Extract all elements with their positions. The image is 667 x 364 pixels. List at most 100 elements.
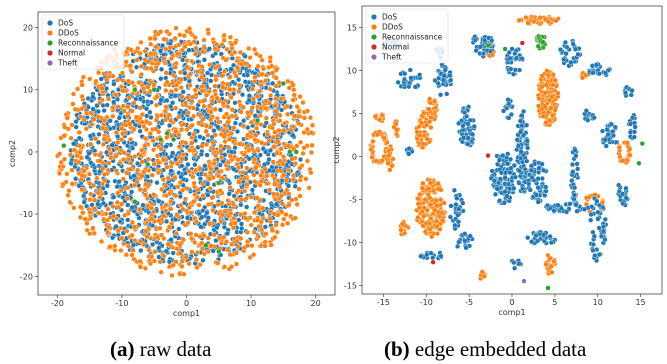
point-ddos [381,135,387,141]
point-ddos [227,252,233,258]
point-ddos [432,207,438,213]
point-ddos [125,113,131,119]
point-ddos [301,115,308,121]
point-ddos [86,171,93,177]
point-dos [290,132,296,139]
point-dos [408,75,414,81]
point-ddos [248,194,254,200]
point-dos [508,111,515,118]
point-dos [226,191,232,197]
point-ddos [142,265,149,271]
point-dos [438,92,444,98]
point-ddos [427,226,433,233]
point-ddos [308,130,314,136]
point-ddos [545,72,551,79]
point-dos [231,166,237,172]
point-dos [170,150,176,156]
point-dos [492,191,499,197]
point-ddos [232,220,238,226]
point-ddos [415,214,421,221]
point-dos [524,145,531,151]
point-dos [544,202,551,209]
point-dos [170,250,176,256]
point-ddos [203,123,210,129]
point-ddos [209,98,216,104]
point-ddos [190,105,197,111]
point-ddos [243,195,249,202]
point-dos [572,147,578,153]
caption-b-text: edge embedded data [410,337,587,361]
point-ddos [552,77,558,83]
point-ddos [227,153,233,159]
point-dos [561,56,567,63]
point-ddos [137,152,144,159]
point-ddos [155,60,161,67]
point-dos [455,212,461,218]
point-dos [533,192,540,198]
point-ddos [128,47,134,53]
point-dos [452,222,458,228]
point-dos [239,92,246,98]
point-ddos [186,205,192,211]
point-ddos [173,230,180,237]
point-ddos [421,213,427,219]
point-dos [451,187,458,193]
point-dos [204,152,210,158]
point-ddos [286,191,292,197]
point-dos [157,48,164,54]
point-ddos [174,51,180,57]
point-ddos [137,264,144,270]
point-ddos [304,126,310,132]
point-ddos [231,215,237,222]
point-ddos [428,124,434,131]
point-ddos [233,261,240,267]
point-dos [137,128,143,134]
point-ddos [251,229,258,235]
point-ddos [624,157,631,164]
point-dos [501,200,507,206]
point-ddos [158,29,164,35]
y-tick-label: 10 [23,86,33,95]
point-dos [442,67,448,73]
point-ddos [152,35,158,42]
point-dos [563,50,569,57]
point-dos [508,66,514,72]
point-dos [506,49,512,56]
point-ddos [112,247,118,253]
point-dos [517,129,524,135]
point-dos [402,71,408,77]
point-ddos [129,232,135,238]
point-ddos [545,109,552,115]
point-dos [540,232,547,238]
point-ddos [71,205,77,211]
caption-a-letter: (a) [110,337,135,361]
point-ddos [137,186,143,193]
point-ddos [128,136,134,143]
point-ddos [399,221,406,227]
point-ddos [150,138,156,144]
point-ddos [163,70,169,76]
point-dos [591,115,597,121]
point-ddos [624,140,631,146]
point-ddos [208,243,214,249]
point-dos [574,161,580,167]
point-ddos [216,235,223,241]
point-ddos [263,77,269,84]
point-ddos [420,223,426,229]
point-ddos [197,112,203,118]
point-ddos [148,50,154,57]
point-dos [623,195,629,201]
point-ddos [277,112,283,118]
point-ddos [192,239,198,246]
point-dos [516,168,522,174]
point-ddos [279,201,285,207]
point-dos [460,135,467,141]
point-ddos [260,66,267,72]
point-ddos [100,125,106,131]
point-ddos [196,120,202,126]
point-ddos [153,126,159,132]
point-ddos [203,92,209,99]
point-ddos [187,82,193,88]
point-ddos [91,206,98,212]
point-dos [206,46,213,52]
